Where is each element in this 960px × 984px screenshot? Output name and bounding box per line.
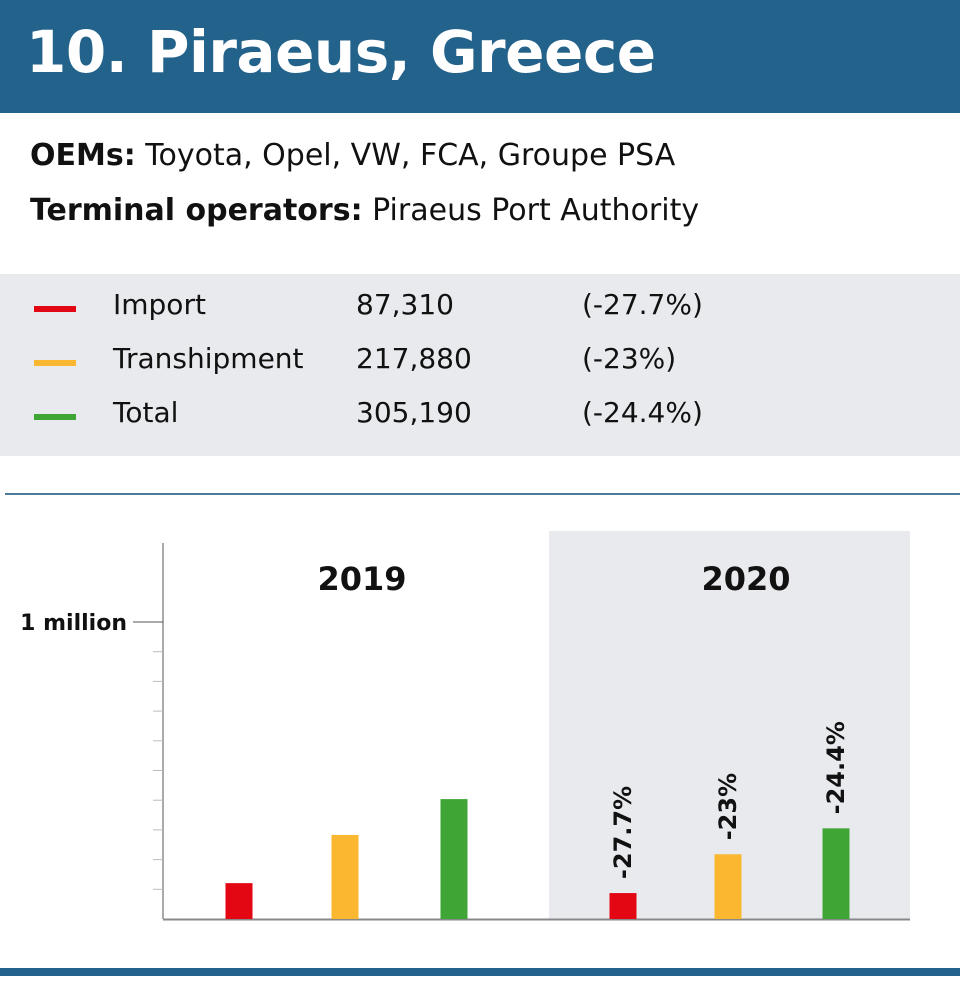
legend-name: Total [113,396,179,429]
bar-total-2019 [440,799,468,919]
legend-row-transhipment: Transhipment 217,880 (-23%) [0,342,960,382]
bar-transhipment-2019 [331,834,359,919]
oems-value: Toyota, Opel, VW, FCA, Groupe PSA [145,138,676,173]
category-label: 2020 [701,560,790,598]
y-tick-label: 1 million [20,611,127,636]
data-label: -24.4% [822,721,850,814]
data-label: -27.7% [609,786,637,879]
total-swatch [34,414,76,420]
legend-value: 87,310 [356,288,454,321]
oems-line: OEMs: Toyota, Opel, VW, FCA, Groupe PSA [30,138,675,173]
operators-value: Piraeus Port Authority [372,193,700,228]
legend-change: (-27.7%) [582,288,703,321]
category-label: 2019 [317,560,406,598]
operators-label: Terminal operators: [30,193,363,228]
bar-transhipment-2020 [714,854,742,919]
bar-import-2019 [225,883,253,919]
legend: Import 87,310 (-27.7%) Transhipment 217,… [0,274,960,456]
legend-value: 305,190 [356,396,472,429]
operators-line: Terminal operators: Piraeus Port Authori… [30,193,699,228]
import-swatch [34,306,76,312]
legend-change: (-24.4%) [582,396,703,429]
bar-import-2020 [609,893,637,919]
oems-label: OEMs: [30,138,136,173]
divider [5,493,960,495]
legend-row-total: Total 305,190 (-24.4%) [0,396,960,436]
legend-name: Import [113,288,206,321]
legend-value: 217,880 [356,342,472,375]
header: 10. Piraeus, Greece [0,0,960,113]
transhipment-swatch [34,360,76,366]
legend-row-import: Import 87,310 (-27.7%) [0,288,960,328]
data-label: -23% [714,773,742,840]
bottom-bar [0,968,960,976]
bar-total-2020 [822,828,850,919]
legend-change: (-23%) [582,342,677,375]
page-title: 10. Piraeus, Greece [26,18,656,86]
legend-name: Transhipment [113,342,304,375]
